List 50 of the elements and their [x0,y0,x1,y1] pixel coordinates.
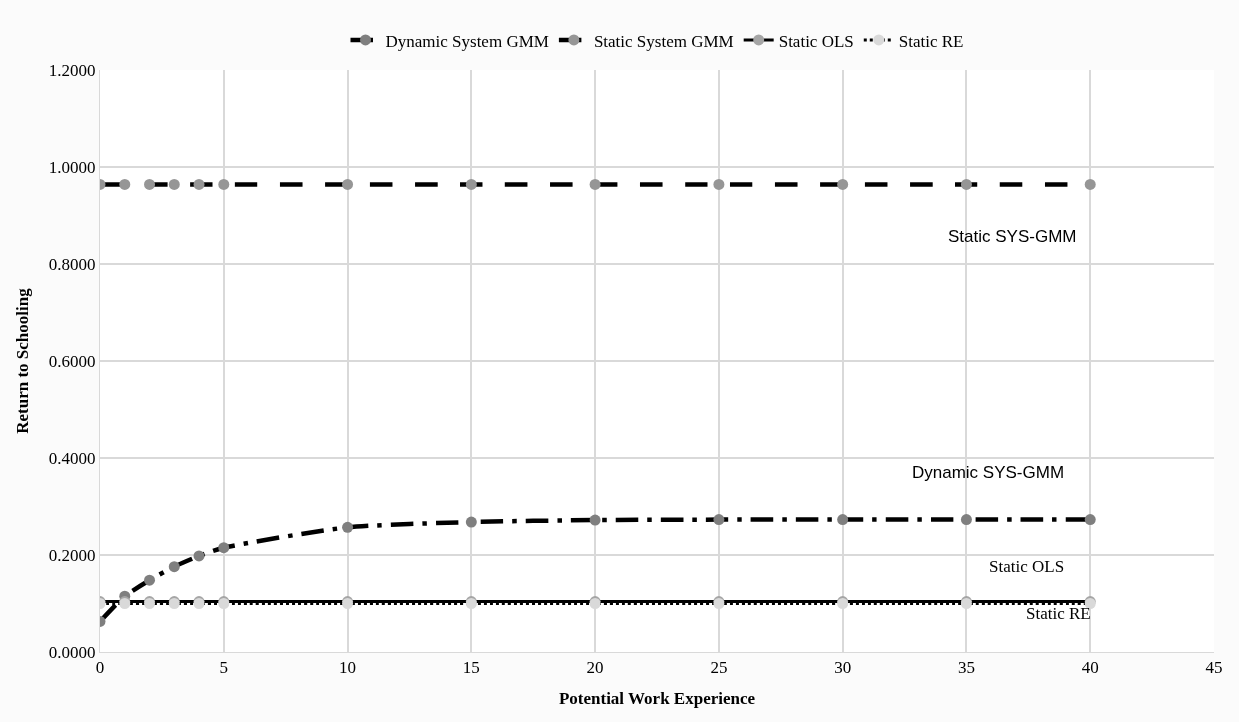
point [589,178,601,190]
annotation: Static SYS-GMM [948,227,1077,246]
y-tick-label: 0.6000 [48,351,96,371]
point [119,178,131,190]
point [960,178,972,190]
legend-label: Static RE [898,31,964,51]
x-tick-label: 35 [957,658,975,678]
y-tick-label: 1.2000 [48,60,96,80]
x-tick-label: 5 [219,658,229,678]
x-tick-label: 25 [710,658,728,678]
x-tick-label: 15 [462,658,480,678]
legend-label: Static System GMM [593,31,734,51]
x-tick-label: 0 [95,658,105,678]
point [1084,178,1096,190]
x-tick-label: 30 [834,658,852,678]
point [342,521,354,533]
point [144,574,156,586]
point [465,178,477,190]
y-axis-title: Return to Schooling [13,287,33,434]
x-tick-label: 10 [339,658,357,678]
point [144,178,156,190]
point [342,178,354,190]
point [837,178,849,190]
point [218,178,230,190]
point [713,178,725,190]
annotation: Static RE [1026,604,1091,623]
y-tick-label: 0.8000 [48,254,96,274]
point [193,178,205,190]
point [465,516,477,528]
point [713,514,725,526]
x-tick-label: 20 [586,658,604,678]
point [1084,514,1096,526]
annotation: Static OLS [989,557,1065,576]
legend-label: Dynamic System GMM [385,31,549,51]
point [837,514,849,526]
y-tick-label: 0.4000 [48,448,96,468]
point [218,542,230,554]
y-tick-label: 0.0000 [48,642,96,662]
legend-label: Static OLS [778,31,854,51]
x-axis-title: Potential Work Experience [558,688,756,708]
y-tick-label: 0.2000 [48,545,96,565]
point [168,561,180,573]
point [193,550,205,562]
annotation: Dynamic SYS-GMM [912,463,1065,482]
x-tick-label: 40 [1081,658,1099,678]
y-tick-label: 1.0000 [48,157,96,177]
point [960,514,972,526]
x-tick-label: 45 [1205,658,1223,678]
point [589,514,601,526]
point [168,178,180,190]
